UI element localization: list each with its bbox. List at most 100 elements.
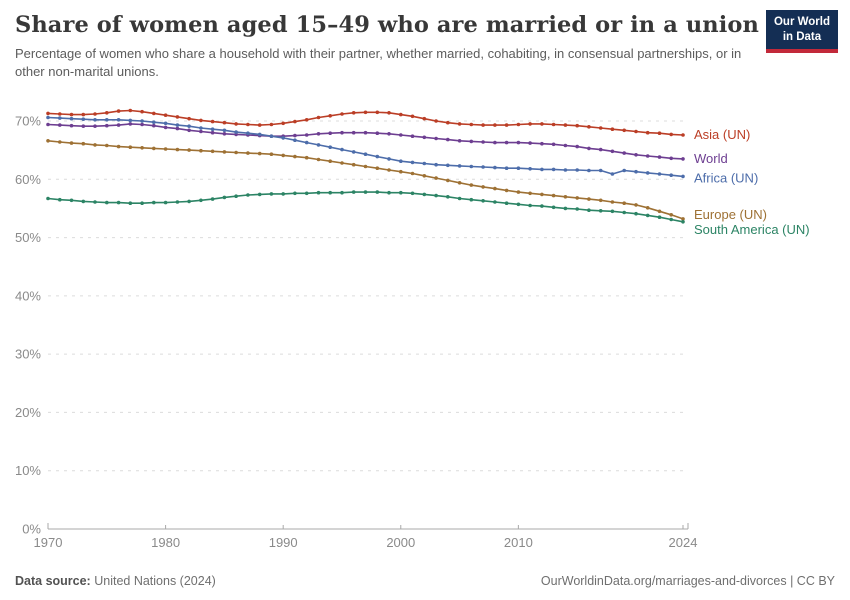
series-end-label-africa-un[interactable]: Africa (UN) — [694, 170, 758, 185]
data-point[interactable] — [328, 190, 333, 195]
series-africa-un[interactable]: Africa (UN) — [46, 115, 758, 186]
data-point[interactable] — [587, 208, 591, 212]
data-point[interactable] — [152, 146, 156, 151]
data-point[interactable] — [222, 150, 227, 154]
data-point[interactable] — [316, 115, 321, 120]
data-point[interactable] — [469, 164, 474, 169]
data-point[interactable] — [528, 191, 532, 196]
data-point[interactable] — [199, 198, 203, 203]
series-asia-un[interactable]: Asia (UN) — [46, 108, 750, 142]
data-point[interactable] — [363, 110, 368, 115]
data-point[interactable] — [293, 154, 297, 159]
data-point[interactable] — [575, 207, 579, 211]
data-point[interactable] — [46, 122, 50, 127]
data-point[interactable] — [351, 150, 356, 154]
series-end-label-world[interactable]: World — [694, 151, 728, 166]
series-end-label-asia-un[interactable]: Asia (UN) — [694, 127, 750, 142]
data-point[interactable] — [634, 211, 638, 216]
data-point[interactable] — [481, 165, 485, 169]
data-point[interactable] — [645, 171, 650, 175]
data-point[interactable] — [457, 122, 462, 126]
data-point[interactable] — [375, 166, 380, 170]
data-point[interactable] — [105, 123, 109, 128]
data-point[interactable] — [187, 148, 191, 152]
data-point[interactable] — [457, 196, 462, 201]
data-point[interactable] — [551, 193, 556, 198]
data-point[interactable] — [622, 151, 626, 155]
data-point[interactable] — [105, 200, 109, 205]
data-point[interactable] — [93, 143, 97, 147]
data-point[interactable] — [516, 122, 521, 127]
data-point[interactable] — [257, 123, 262, 127]
data-point[interactable] — [93, 112, 97, 116]
data-point[interactable] — [610, 127, 615, 131]
data-point[interactable] — [610, 209, 615, 214]
data-point[interactable] — [528, 141, 532, 145]
data-point[interactable] — [246, 151, 250, 155]
data-point[interactable] — [140, 201, 144, 205]
data-point[interactable] — [93, 118, 97, 122]
data-point[interactable] — [281, 136, 286, 140]
data-point[interactable] — [304, 133, 309, 137]
data-point[interactable] — [410, 114, 415, 119]
data-point[interactable] — [587, 197, 591, 201]
data-point[interactable] — [69, 198, 74, 203]
data-point[interactable] — [304, 118, 309, 122]
data-point[interactable] — [469, 122, 474, 127]
data-point[interactable] — [434, 176, 438, 180]
data-point[interactable] — [81, 199, 86, 204]
data-point[interactable] — [516, 166, 521, 170]
data-point[interactable] — [681, 217, 685, 221]
data-point[interactable] — [657, 131, 662, 135]
data-point[interactable] — [293, 119, 297, 124]
data-point[interactable] — [128, 145, 133, 149]
data-point[interactable] — [163, 121, 168, 126]
data-point[interactable] — [363, 130, 368, 135]
data-point[interactable] — [281, 192, 286, 196]
data-point[interactable] — [340, 112, 344, 116]
data-point[interactable] — [387, 168, 391, 172]
data-point[interactable] — [304, 155, 309, 160]
data-point[interactable] — [116, 109, 121, 113]
data-point[interactable] — [46, 196, 50, 201]
data-point[interactable] — [504, 123, 509, 127]
data-point[interactable] — [58, 112, 62, 116]
data-point[interactable] — [434, 193, 438, 198]
data-point[interactable] — [363, 190, 368, 194]
data-point[interactable] — [163, 125, 168, 130]
series-world[interactable]: World — [46, 122, 728, 166]
data-point[interactable] — [140, 119, 144, 123]
data-point[interactable] — [669, 213, 673, 217]
data-point[interactable] — [210, 119, 215, 124]
data-point[interactable] — [328, 145, 333, 149]
data-point[interactable] — [152, 123, 156, 128]
data-point[interactable] — [222, 128, 227, 133]
data-point[interactable] — [528, 203, 532, 208]
data-point[interactable] — [481, 140, 485, 144]
data-point[interactable] — [58, 123, 62, 127]
data-point[interactable] — [481, 185, 485, 189]
data-point[interactable] — [610, 200, 615, 204]
data-point[interactable] — [234, 150, 238, 155]
data-point[interactable] — [610, 149, 615, 154]
data-point[interactable] — [316, 143, 321, 147]
data-point[interactable] — [387, 190, 391, 195]
data-point[interactable] — [328, 131, 333, 135]
data-point[interactable] — [269, 152, 274, 156]
data-point[interactable] — [281, 153, 286, 158]
data-point[interactable] — [152, 120, 156, 124]
data-point[interactable] — [528, 122, 532, 126]
data-point[interactable] — [493, 165, 497, 170]
data-point[interactable] — [457, 139, 462, 143]
data-point[interactable] — [293, 138, 297, 142]
data-point[interactable] — [422, 174, 427, 178]
data-point[interactable] — [116, 123, 121, 127]
data-point[interactable] — [81, 124, 86, 128]
data-point[interactable] — [493, 186, 497, 191]
data-point[interactable] — [469, 139, 474, 144]
data-point[interactable] — [457, 164, 462, 168]
data-point[interactable] — [222, 195, 227, 200]
data-point[interactable] — [399, 169, 403, 174]
data-point[interactable] — [446, 178, 450, 183]
data-point[interactable] — [645, 213, 650, 218]
